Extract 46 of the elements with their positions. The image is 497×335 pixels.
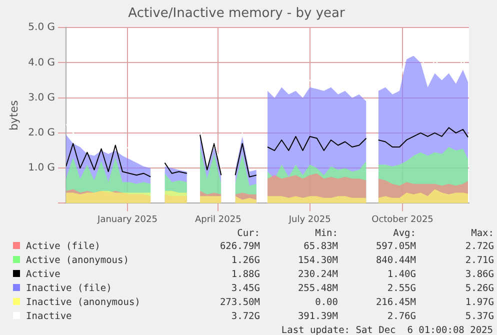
text: Avg: (392, 228, 416, 240)
text: 273.50M (218, 296, 260, 310)
text: 840.44M (374, 254, 416, 268)
text: 216.45M (374, 296, 416, 310)
text: Min: (314, 228, 338, 240)
legend-label: Inactive (anonymous) (25, 296, 142, 310)
text: Last update: Sat Dec 6 01:00:08 2025 (280, 324, 494, 335)
x-tick-label: July 2025 (288, 214, 331, 225)
legend-label: Inactive (25, 310, 73, 324)
text: 2.55G (386, 282, 416, 296)
text: 3.45G (230, 282, 260, 296)
text: 5.37G (464, 310, 494, 324)
text: 230.24M (296, 268, 338, 282)
text: 3.72G (230, 310, 260, 324)
text: 626.79M (218, 240, 260, 254)
text: Cur: (236, 228, 260, 240)
text: 2.71G (464, 254, 494, 268)
legend-label: Active (file) (25, 240, 102, 254)
x-tick-label: April 2025 (194, 214, 242, 225)
text: 1.26G (230, 254, 260, 268)
text: 2.72G (464, 240, 494, 254)
text: 5.26G (464, 282, 494, 296)
text: 3.86G (464, 268, 494, 282)
text: 65.83M (302, 240, 338, 254)
legend-label: Active (25, 268, 62, 282)
text: 255.48M (296, 282, 338, 296)
text: 2.76G (386, 310, 416, 324)
x-tick-label: October 2025 (372, 214, 434, 225)
text: 0.00 (314, 296, 338, 310)
y-tick-label: 2.0 G (28, 128, 56, 139)
text: Max: (470, 228, 494, 240)
y-tick-label: 3.0 G (28, 92, 56, 104)
y-tick-label: 5.0 G (28, 22, 56, 34)
text: 154.30M (296, 254, 338, 268)
text: 1.40G (386, 268, 416, 282)
text: 391.39M (296, 310, 338, 324)
text: 1.88G (230, 268, 260, 282)
x-tick-label: January 2025 (96, 214, 158, 225)
y-axis-title: bytes (7, 100, 20, 131)
y-tick-label: 4.0 G (28, 57, 56, 68)
text: 597.05M (374, 240, 416, 254)
y-tick-label: 1.0 G (28, 162, 56, 174)
legend-label: Active (anonymous) (25, 254, 130, 268)
text: 1.97G (464, 296, 494, 310)
legend-label: Inactive (file) (25, 282, 113, 296)
chart-title: Active/Inactive memory - by year (128, 6, 346, 22)
